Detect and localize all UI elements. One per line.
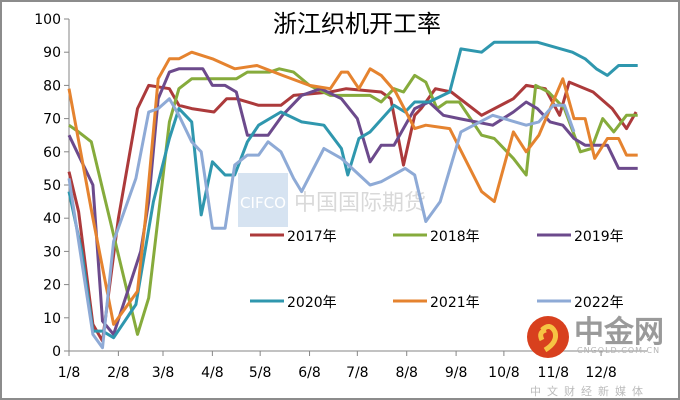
x-tick-label: 4/8: [201, 365, 224, 381]
x-tick-label: 6/8: [298, 365, 321, 381]
series-lines: [67, 40, 638, 350]
x-tick-label: 3/8: [152, 365, 175, 381]
watermark: CIFCO 中国国际期货: [238, 173, 426, 227]
x-tick-label: 12/8: [585, 365, 616, 381]
x-tick-label: 7/8: [346, 365, 369, 381]
y-tick-label: 0: [52, 344, 61, 360]
x-tick-label: 8/8: [395, 365, 418, 381]
series-line-2019: [67, 67, 638, 336]
legend-label: 2020年: [287, 295, 337, 311]
cifco-watermark-text: CIFCO: [240, 194, 286, 212]
x-tick-label: 11/8: [538, 365, 569, 381]
cngold-brand-text: 中金网: [574, 315, 664, 350]
cifco-cn-watermark-text: 中国国际期货: [294, 191, 426, 216]
y-tick-label: 20: [43, 278, 61, 294]
cifco-watermark-box: [238, 173, 288, 227]
legend-label: 2019年: [574, 229, 624, 245]
legend: 2017年 2018年 2019年 2020年 2021年 2022年: [250, 229, 624, 311]
x-tick-label: 2/8: [107, 365, 130, 381]
legend-label: 2017年: [287, 229, 337, 245]
cngold-logo-swirl: [538, 324, 558, 353]
y-tick-label: 40: [43, 211, 61, 227]
y-tick-label: 60: [43, 145, 61, 161]
y-tick-label: 80: [43, 78, 61, 94]
y-tick-label: 50: [43, 178, 61, 194]
cngold-logo-icon: [527, 316, 569, 358]
y-tick-label: 100: [34, 12, 61, 28]
x-tick-label: 9/8: [445, 365, 468, 381]
y-tick-label: 90: [43, 45, 61, 61]
cngold-tagline-text: 中文财经新媒体: [530, 384, 649, 398]
legend-label: 2021年: [430, 295, 480, 311]
cngold-logo: 中金网 CNGOLD.COM.CN 中文财经新媒体: [527, 315, 664, 398]
x-tick-label: 10/8: [488, 365, 519, 381]
x-tick-label: 1/8: [58, 365, 81, 381]
y-tick-label: 70: [43, 112, 61, 128]
axes: 0 10 20 30 40 50 60 70 80 90 100 1/8 2/8 3/8 4/8 5/8 6/8…: [34, 12, 647, 381]
series-line-2020: [67, 40, 638, 340]
chart-title: 浙江织机开工率: [273, 10, 441, 38]
x-tick-label: 5/8: [249, 365, 272, 381]
legend-label: 2022年: [574, 295, 624, 311]
y-tick-label: 10: [43, 311, 61, 327]
legend-label: 2018年: [430, 229, 480, 245]
series-line-2021: [67, 50, 638, 326]
cngold-url-text: CNGOLD.COM.CN: [577, 346, 660, 355]
y-tick-label: 30: [43, 244, 61, 260]
